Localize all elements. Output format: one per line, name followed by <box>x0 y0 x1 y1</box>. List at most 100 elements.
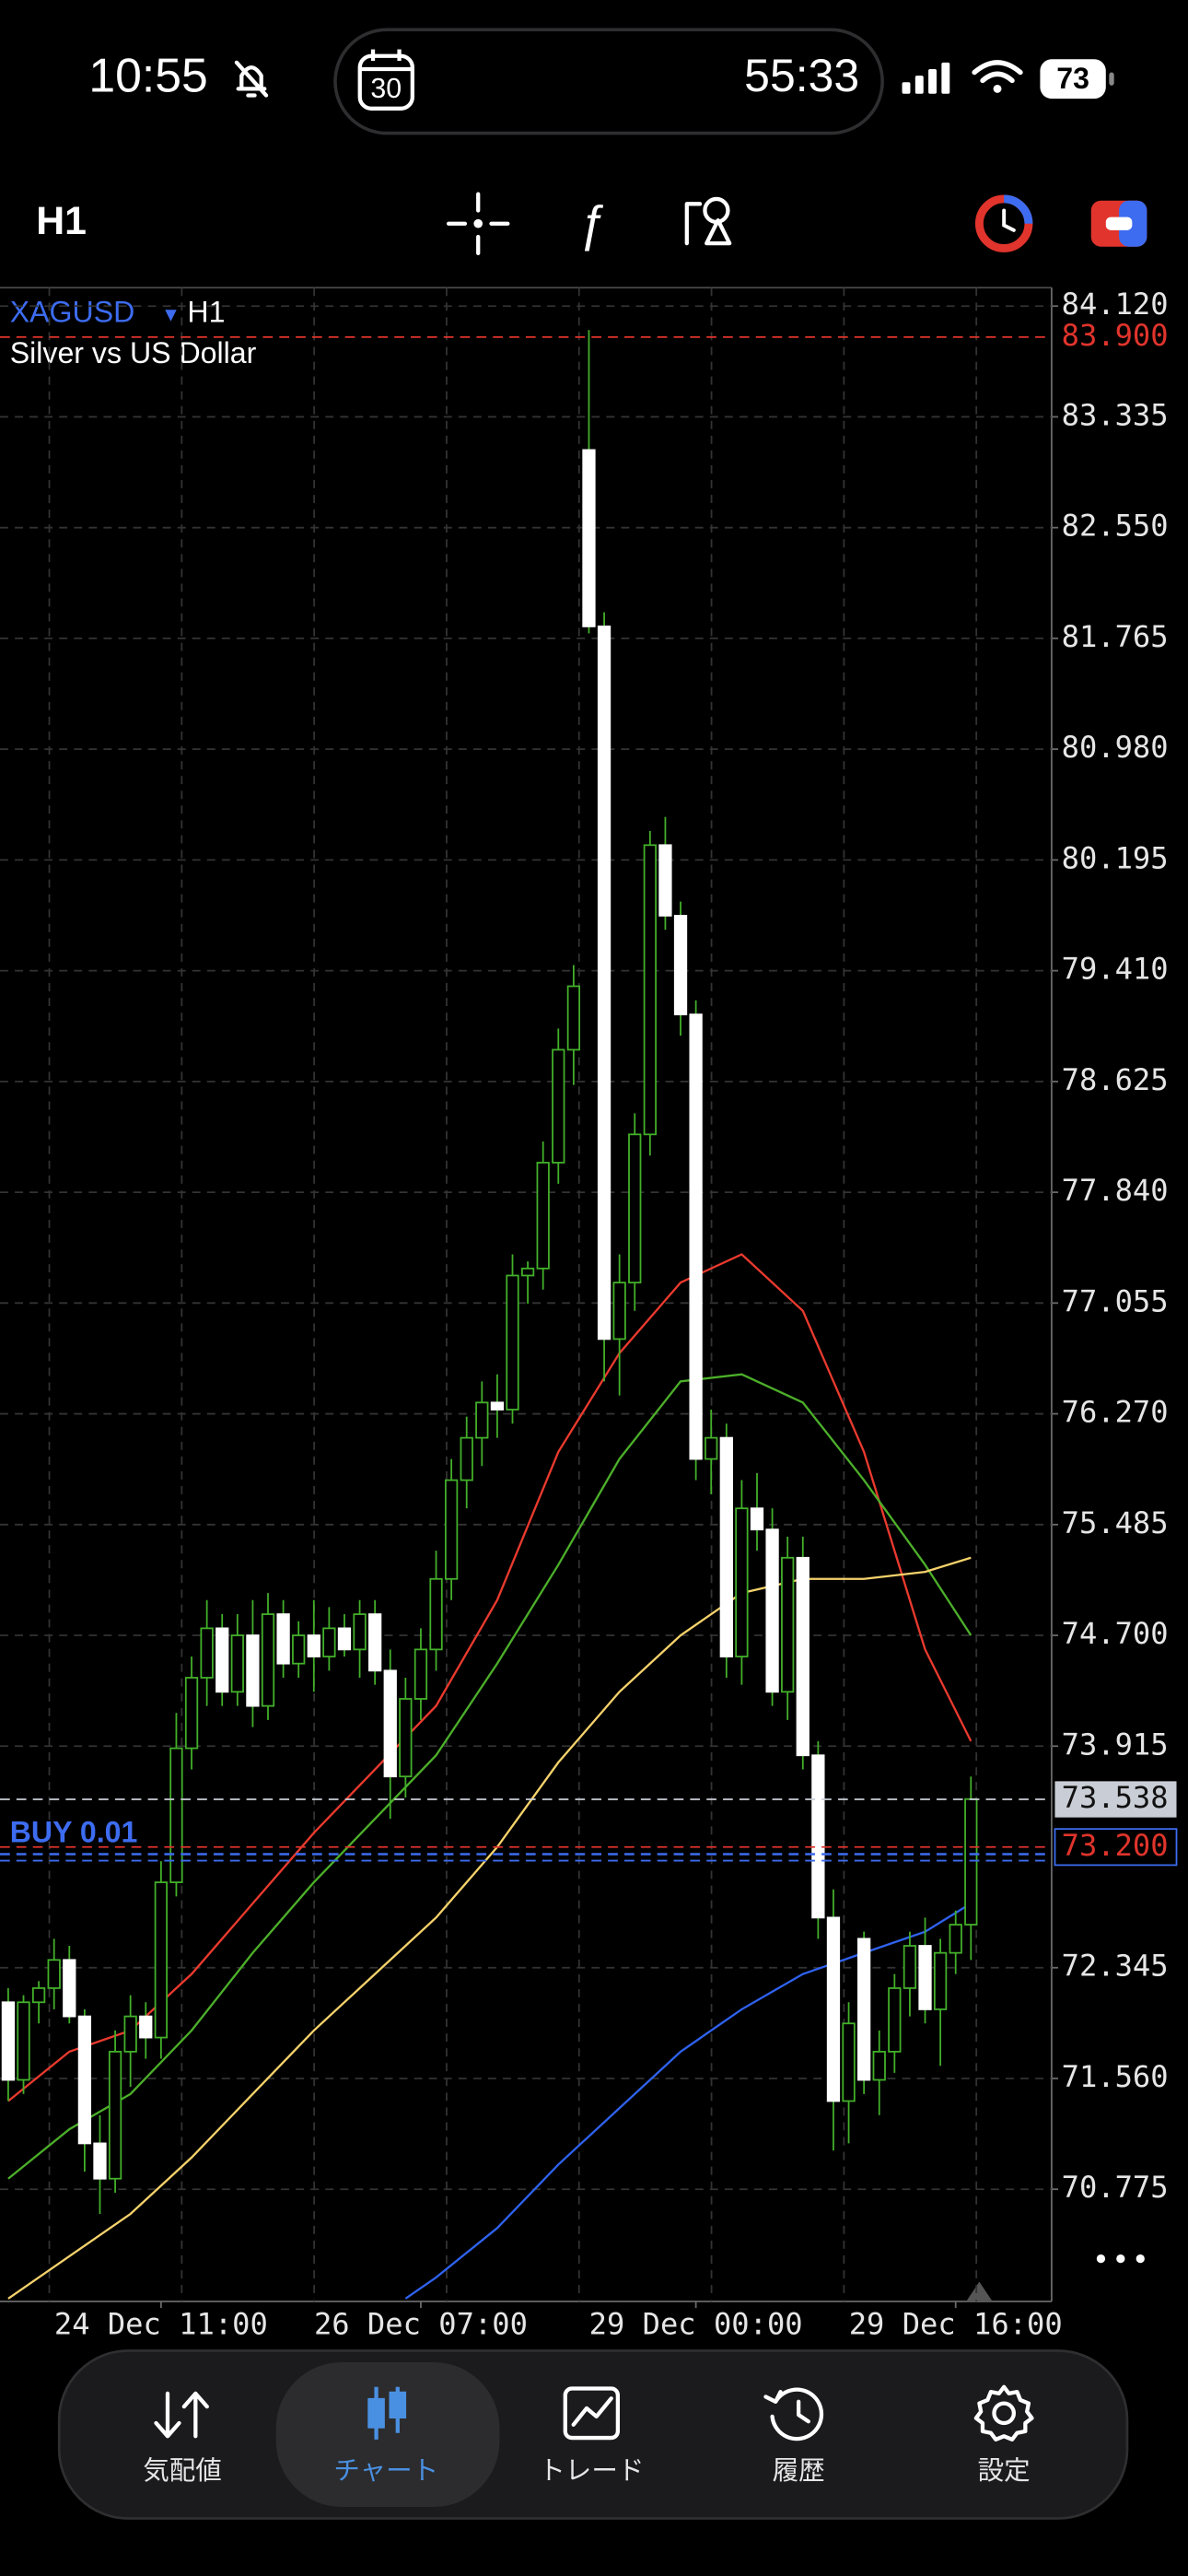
y-tick-label: 70.775 <box>1062 2170 1169 2205</box>
battery-level: 73 <box>1056 62 1089 95</box>
candle-body <box>765 1528 779 1693</box>
candle-body <box>933 1951 948 2010</box>
chart-plot[interactable] <box>0 287 1053 2302</box>
candle-body <box>612 1282 626 1341</box>
candle-body <box>918 1945 932 2010</box>
y-tick-label: 80.195 <box>1062 840 1169 875</box>
candle-body <box>322 1627 336 1657</box>
candle-body <box>154 1881 168 2039</box>
candle-body <box>566 985 581 1051</box>
candle-body <box>276 1613 290 1665</box>
y-tick-label: 71.560 <box>1062 2059 1169 2094</box>
candle-body <box>643 844 657 1136</box>
candle-body <box>857 1938 871 2081</box>
candle-body <box>506 1274 519 1411</box>
calendar-day: 30 <box>370 74 402 104</box>
timer: 55:33 <box>744 50 859 101</box>
tab-label[interactable]: トレード <box>539 2456 644 2486</box>
y-tick-label: 77.840 <box>1062 1173 1169 1208</box>
objects-button[interactable] <box>684 196 732 246</box>
candle-body <box>490 1401 505 1411</box>
signal-icon <box>902 62 950 94</box>
candle-body <box>597 626 611 1341</box>
calendar-icon <box>357 49 414 111</box>
candle-body <box>1 2001 16 2081</box>
quotes-icon <box>154 2391 209 2439</box>
candle-body <box>781 1556 795 1693</box>
tab-label[interactable]: 設定 <box>978 2456 1031 2486</box>
candle-body <box>383 1669 397 1778</box>
y-tick-label: 77.055 <box>1062 1283 1169 1318</box>
tab-label[interactable]: 履歴 <box>773 2456 825 2486</box>
settings-icon <box>973 2384 1034 2441</box>
wifi-icon <box>972 60 1023 93</box>
candle-body <box>230 1634 244 1693</box>
symbol-dropdown[interactable]: ▼ <box>161 303 181 325</box>
candle-body <box>261 1613 275 1707</box>
candle-body <box>582 449 596 627</box>
candle-body <box>139 2015 153 2039</box>
trade-button[interactable] <box>1090 200 1147 247</box>
candle-body <box>520 1267 535 1277</box>
candle-body <box>368 1613 382 1672</box>
candle-body <box>215 1627 229 1693</box>
order-label[interactable]: BUY 0.01 <box>10 1816 138 1849</box>
candle-body <box>475 1401 489 1439</box>
candle-body <box>353 1613 367 1651</box>
candle-body <box>628 1133 642 1284</box>
y-tick-label: 74.700 <box>1062 1616 1169 1651</box>
candle-body <box>842 2022 856 2102</box>
candle-body <box>673 914 688 1015</box>
candle-body <box>444 1479 459 1580</box>
y-tick-label: 81.765 <box>1062 619 1169 654</box>
y-tick-label: 75.485 <box>1062 1505 1169 1540</box>
x-tick-label: 29 Dec 16:00 <box>849 2307 1063 2342</box>
y-tick-label: 72.345 <box>1062 1949 1169 1984</box>
chart-subtitle: Silver vs US Dollar <box>10 336 257 369</box>
candle-body <box>658 844 672 917</box>
y-tick-label: 78.625 <box>1062 1062 1169 1097</box>
crosshair-button[interactable] <box>446 192 510 255</box>
mute-icon <box>234 60 269 98</box>
candle-body <box>460 1436 473 1481</box>
x-tick-label: 29 Dec 00:00 <box>589 2307 803 2342</box>
tab-bar <box>57 2349 1129 2520</box>
status-time: 10:55 <box>88 48 207 101</box>
candle-body <box>77 2015 92 2145</box>
candle-body <box>246 1634 260 1707</box>
tab-label[interactable]: チャート <box>333 2456 438 2486</box>
candle-body <box>811 1754 825 1919</box>
one-click-button[interactable] <box>974 194 1033 252</box>
candle-body <box>536 1162 550 1270</box>
candle-body <box>552 1048 565 1164</box>
price-label: 73.200 <box>1062 1828 1169 1863</box>
candle-body <box>826 1916 841 2102</box>
symbol-name[interactable]: XAGUSD <box>10 295 135 328</box>
dynamic-island <box>333 28 884 135</box>
timeframe-button[interactable]: H1 <box>36 199 87 243</box>
candle-body <box>796 1556 809 1757</box>
price-label-box <box>1054 1781 1177 1818</box>
y-tick-label: 82.550 <box>1062 509 1169 544</box>
indicator-button[interactable]: ƒ <box>577 196 605 252</box>
candle-body <box>47 1959 61 1989</box>
candle-body <box>888 1987 902 2053</box>
y-tick-label: 84.120 <box>1062 287 1169 322</box>
candle-body <box>964 1797 978 1926</box>
candle-body <box>307 1634 320 1657</box>
battery-tip <box>1109 72 1114 86</box>
history-icon <box>763 2387 824 2441</box>
candle-body <box>108 2050 122 2180</box>
plot-layer <box>0 287 1052 2301</box>
candle-body <box>750 1507 764 1531</box>
y-tick-label: 79.410 <box>1062 952 1169 987</box>
more-button[interactable] <box>1096 2254 1145 2264</box>
candle-body <box>719 1436 733 1657</box>
price-label: 73.538 <box>1062 1780 1169 1815</box>
tab-label[interactable]: 気配値 <box>143 2456 222 2486</box>
chart-timeframe: H1 <box>187 295 225 328</box>
moving-average <box>404 1903 972 2300</box>
price-label-box <box>1054 1828 1178 1867</box>
